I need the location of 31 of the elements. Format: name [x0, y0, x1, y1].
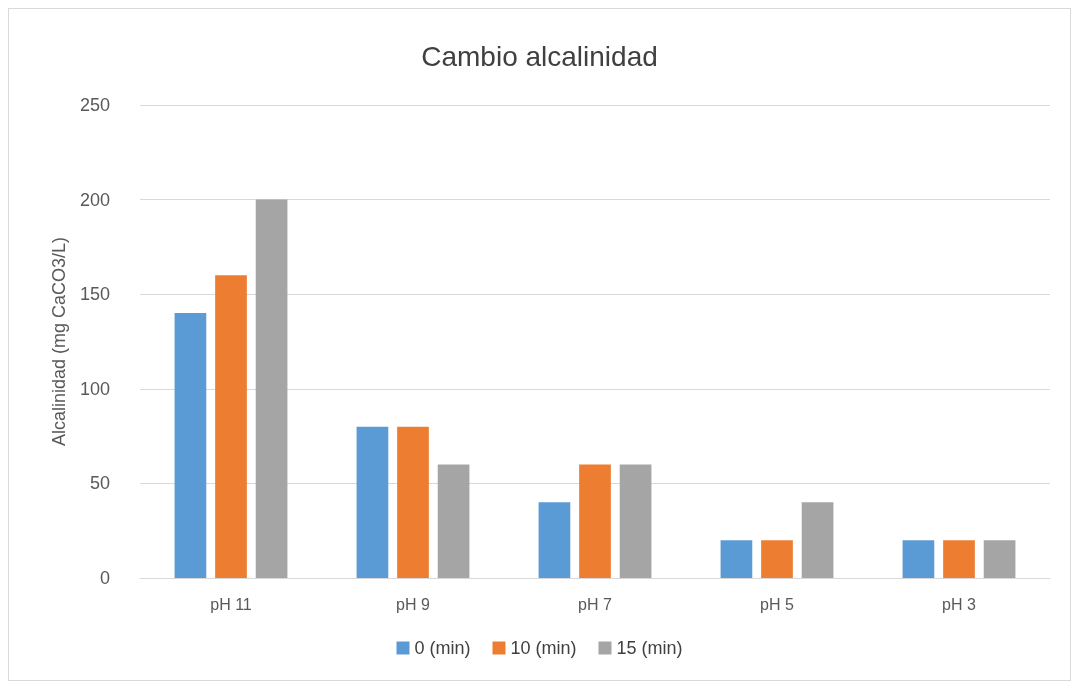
y-tick-label: 250 — [79, 95, 110, 115]
bar — [801, 502, 834, 578]
chart-title: Cambio alcalinidad — [421, 40, 658, 72]
y-tick-label: 50 — [89, 473, 110, 494]
y-tick-label: 0 — [99, 568, 110, 588]
y-tick-label: 200 — [79, 189, 110, 210]
bar — [255, 199, 288, 578]
legend-label: 0 (min) — [414, 638, 471, 658]
bar — [215, 275, 247, 578]
x-tick-label: pH 3 — [942, 595, 976, 613]
bar — [397, 426, 429, 578]
x-tick-label: pH 9 — [396, 595, 430, 613]
bar — [943, 540, 975, 578]
bar — [983, 540, 1016, 578]
x-tick-label: pH 7 — [578, 595, 612, 613]
y-tick-label: 100 — [79, 378, 110, 399]
bar — [356, 426, 389, 578]
bar — [720, 540, 753, 578]
bar — [579, 464, 611, 578]
bar — [174, 313, 207, 578]
legend-label: 10 (min) — [510, 638, 577, 658]
bar — [538, 502, 571, 578]
y-axis-title: Alcalinidad (mg CaCO3/L) — [49, 236, 69, 447]
legend-label: 15 (min) — [616, 638, 683, 658]
bar — [902, 540, 935, 578]
bar — [437, 464, 470, 578]
x-tick-label: pH 11 — [210, 595, 252, 613]
y-tick-label: 150 — [79, 284, 110, 305]
bar — [619, 464, 652, 578]
x-tick-label: pH 5 — [760, 595, 794, 613]
bar — [761, 540, 793, 578]
